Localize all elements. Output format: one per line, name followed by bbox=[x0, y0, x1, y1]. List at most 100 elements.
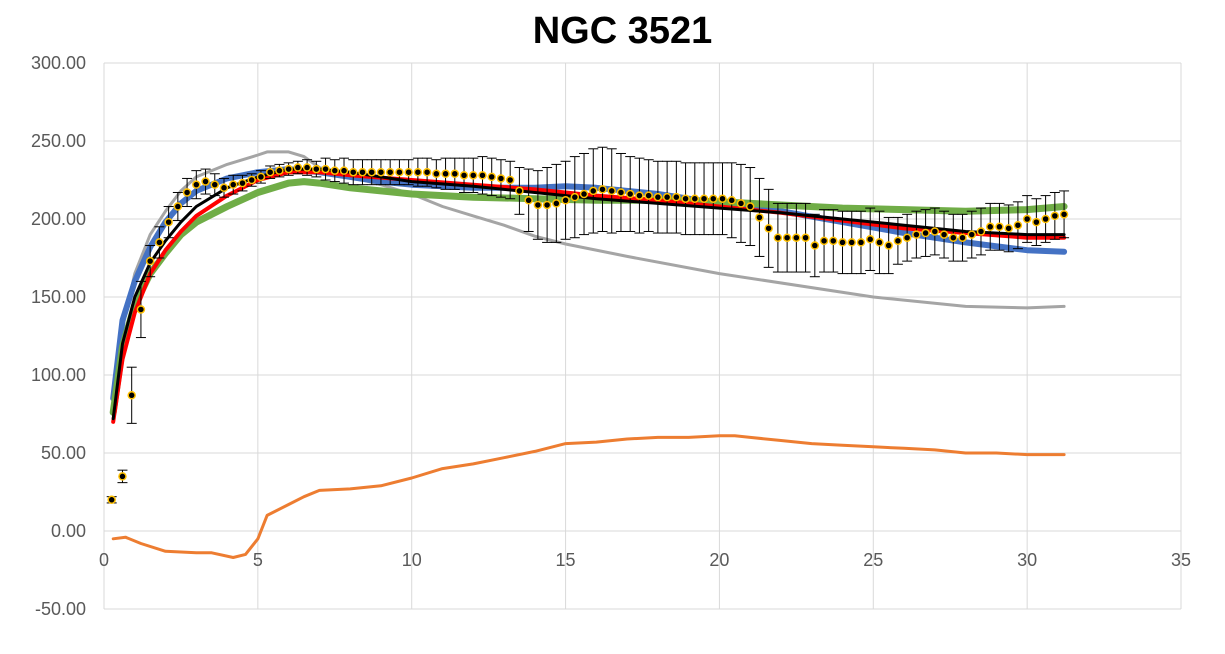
observed-point bbox=[449, 157, 460, 190]
data-marker bbox=[293, 163, 303, 172]
data-marker bbox=[819, 236, 829, 246]
data-marker bbox=[164, 217, 173, 227]
model-curves bbox=[109, 150, 1068, 559]
data-marker bbox=[736, 199, 746, 208]
observed-point bbox=[625, 156, 636, 232]
data-marker bbox=[348, 167, 358, 177]
data-marker bbox=[653, 192, 663, 202]
data-marker bbox=[275, 166, 284, 175]
observed-point bbox=[717, 162, 728, 236]
y-tick-label: 300.00 bbox=[31, 53, 86, 73]
observed-point bbox=[514, 167, 525, 215]
data-marker bbox=[755, 213, 764, 222]
data-marker bbox=[635, 191, 644, 200]
observed-point bbox=[459, 157, 470, 193]
data-marker bbox=[422, 167, 432, 177]
data-marker bbox=[1004, 224, 1013, 233]
observed-point bbox=[145, 245, 156, 278]
observed-point bbox=[828, 209, 839, 273]
data-marker bbox=[469, 171, 478, 180]
data-marker bbox=[487, 172, 496, 182]
observed-point bbox=[911, 210, 922, 259]
observed-point bbox=[763, 188, 774, 268]
observed-point bbox=[652, 160, 663, 234]
data-marker bbox=[107, 495, 116, 505]
data-marker bbox=[450, 169, 460, 179]
data-marker bbox=[1050, 211, 1060, 221]
observed-points bbox=[106, 146, 1070, 505]
data-marker bbox=[432, 169, 441, 179]
x-tick-label: 30 bbox=[1017, 550, 1037, 570]
data-marker bbox=[395, 167, 404, 177]
data-marker bbox=[256, 172, 266, 182]
observed-point bbox=[902, 213, 913, 262]
observed-point bbox=[920, 209, 931, 257]
observed-point bbox=[542, 167, 553, 243]
series-line-5 bbox=[111, 434, 1066, 559]
data-marker bbox=[155, 238, 164, 247]
data-marker bbox=[958, 233, 967, 242]
data-marker bbox=[912, 230, 921, 239]
x-tick-label: 20 bbox=[709, 550, 729, 570]
data-marker bbox=[598, 185, 607, 194]
tick-labels: -50.00 0.00 50.00 100.00 150.00 200.00 250.00 3… bbox=[31, 53, 1191, 619]
data-marker bbox=[570, 192, 580, 202]
data-marker bbox=[552, 199, 561, 208]
data-marker bbox=[976, 227, 986, 236]
data-marker bbox=[312, 164, 321, 174]
data-marker bbox=[505, 175, 515, 185]
observed-point bbox=[329, 159, 340, 183]
observed-point bbox=[994, 202, 1005, 251]
data-marker bbox=[219, 183, 229, 193]
data-marker bbox=[201, 177, 210, 186]
data-marker bbox=[533, 200, 543, 210]
data-marker bbox=[1032, 217, 1041, 227]
data-marker bbox=[173, 202, 183, 211]
y-tick-label: 200.00 bbox=[31, 209, 86, 229]
observed-point bbox=[255, 170, 266, 184]
data-marker bbox=[210, 180, 220, 189]
observed-point bbox=[348, 159, 359, 186]
data-marker bbox=[302, 163, 312, 172]
data-marker bbox=[625, 189, 635, 199]
data-marker bbox=[690, 194, 700, 203]
observed-point bbox=[375, 159, 386, 186]
observed-point bbox=[182, 177, 193, 208]
observed-point bbox=[412, 157, 423, 187]
data-marker bbox=[939, 230, 949, 239]
observed-point bbox=[726, 162, 737, 239]
data-marker bbox=[1041, 214, 1050, 224]
data-marker bbox=[145, 256, 155, 266]
observed-point bbox=[117, 469, 128, 484]
x-tick-label: 15 bbox=[556, 550, 576, 570]
y-tick-label: 100.00 bbox=[31, 365, 86, 385]
data-marker bbox=[385, 167, 395, 177]
data-marker bbox=[810, 241, 820, 250]
data-marker bbox=[265, 167, 275, 177]
data-marker bbox=[672, 192, 681, 202]
observed-point bbox=[1022, 195, 1033, 243]
data-marker bbox=[930, 227, 940, 236]
observed-point bbox=[809, 213, 820, 278]
observed-point bbox=[883, 216, 894, 275]
data-marker bbox=[542, 200, 552, 210]
observed-point bbox=[782, 202, 793, 273]
observed-point bbox=[735, 163, 746, 243]
observed-point bbox=[892, 216, 903, 265]
data-marker bbox=[339, 166, 349, 175]
observed-point bbox=[606, 148, 617, 234]
data-marker bbox=[745, 202, 755, 211]
observed-point bbox=[385, 159, 396, 186]
data-marker bbox=[238, 178, 247, 188]
data-marker bbox=[884, 241, 893, 250]
observed-point bbox=[283, 162, 294, 176]
observed-point bbox=[846, 210, 857, 275]
observed-point bbox=[551, 163, 562, 243]
data-marker bbox=[441, 169, 450, 179]
observed-point bbox=[172, 191, 183, 222]
grid-lines bbox=[103, 62, 1182, 610]
observed-point bbox=[957, 213, 968, 262]
observed-point bbox=[486, 157, 497, 197]
data-marker bbox=[792, 233, 801, 242]
